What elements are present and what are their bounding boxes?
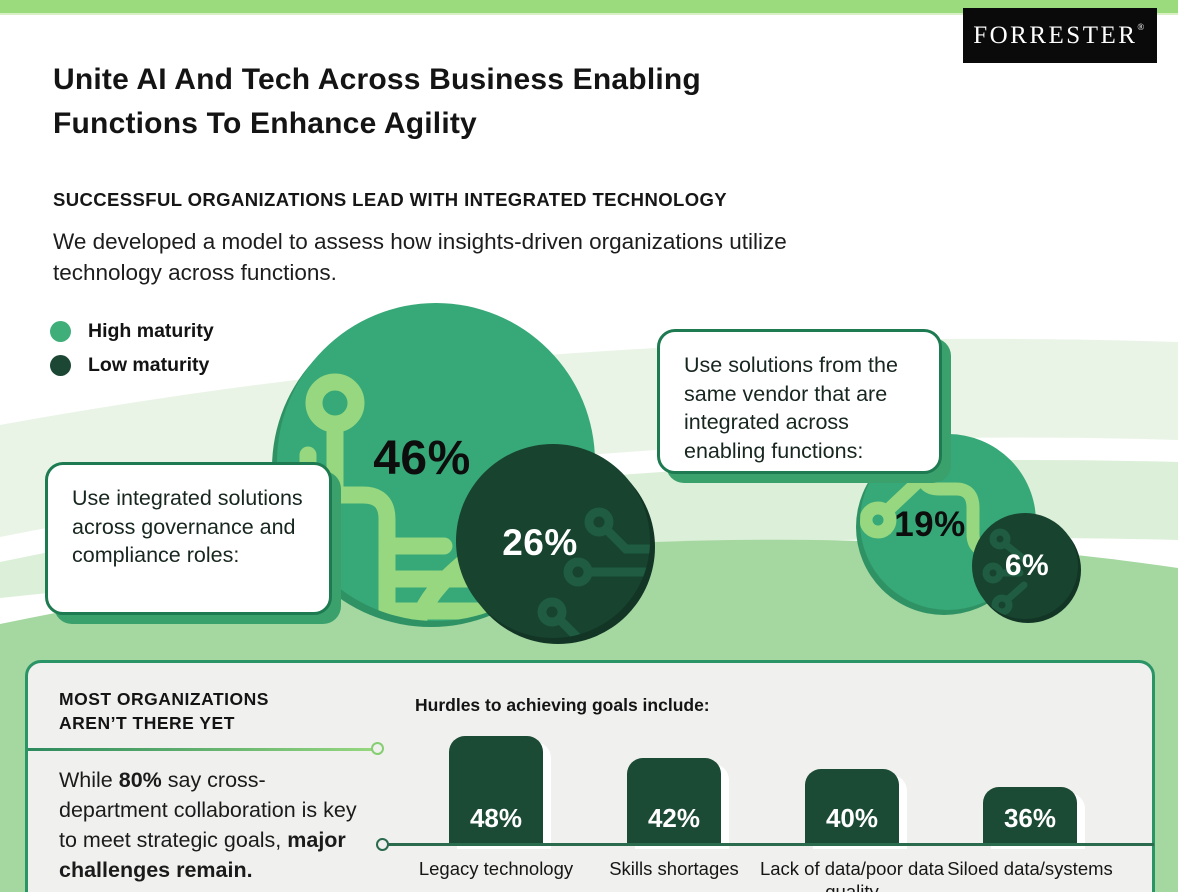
bar-value-label: 36%	[1003, 803, 1057, 833]
page-title-line2: Functions To Enhance Agility	[53, 107, 477, 140]
top-accent-bar	[0, 0, 1178, 15]
bubble-low-maturity-group2: 6%	[972, 513, 1078, 619]
callout-group2-text: Use solutions from the same vendor that …	[684, 353, 898, 463]
bar-lack-of-data: 40%	[805, 769, 899, 843]
bar-siloed-data: 36%	[983, 787, 1077, 843]
high-maturity-dot-icon	[50, 320, 71, 342]
maturity-legend: High maturity Low maturity	[50, 314, 214, 382]
legend-item-low: Low maturity	[50, 348, 214, 382]
intro-text: We developed a model to assess how insig…	[53, 229, 787, 285]
bar-value-label: 40%	[825, 803, 879, 833]
para-bold-1: 80%	[118, 768, 162, 792]
circuit-pattern-icon	[537, 507, 650, 638]
bar-category-label: Siloed data/systems	[947, 858, 1113, 879]
bubble-low-maturity-group1: 26%	[456, 444, 650, 638]
value-high-group1: 46%	[373, 432, 471, 485]
legend-label-high: High maturity	[88, 319, 214, 342]
para-text-1: While	[59, 768, 119, 792]
bar-chart-title: Hurdles to achieving goals include:	[415, 695, 710, 715]
panel-heading: MOST ORGANIZATIONS AREN’T THERE YET	[59, 687, 269, 735]
connector-dot-icon	[371, 742, 384, 755]
para-bold-2: major challenges remain.	[59, 828, 346, 882]
value-low-group1: 26%	[502, 522, 578, 563]
bar-skills-shortages: 42%	[627, 758, 721, 843]
bar-category-label: Lack of data/poor data quality	[759, 858, 945, 892]
low-maturity-dot-icon	[50, 354, 71, 376]
hurdles-panel: MOST ORGANIZATIONS AREN’T THERE YET Whil…	[25, 660, 1155, 892]
legend-label-low: Low maturity	[88, 353, 210, 376]
panel-heading-line2: AREN’T THERE YET	[59, 713, 235, 733]
chart-baseline	[388, 843, 1154, 846]
baseline-dot-icon	[376, 838, 389, 851]
panel-paragraph: While 80% say cross-department collabora…	[59, 765, 369, 885]
page-title-line1: Unite AI And Tech Across Business Enabli…	[53, 63, 701, 96]
value-low-group2: 6%	[1004, 549, 1050, 582]
bar-value-label: 48%	[469, 803, 523, 833]
bar-category-label: Legacy technology	[418, 858, 574, 879]
callout-group2: Use solutions from the same vendor that …	[657, 329, 942, 474]
registered-mark: ®	[1137, 21, 1147, 32]
section-heading: SUCCESSFUL ORGANIZATIONS LEAD WITH INTEG…	[53, 189, 728, 210]
circuit-pattern-icon	[982, 528, 1028, 616]
bar-category-label: Skills shortages	[609, 858, 739, 879]
legend-item-high: High maturity	[50, 314, 214, 348]
bar-value-label: 42%	[647, 803, 701, 833]
value-high-group2: 19%	[894, 505, 966, 544]
callout-group1: Use integrated solutions across governan…	[45, 462, 332, 615]
panel-heading-line1: MOST ORGANIZATIONS	[59, 689, 269, 709]
para-text-2: say cross-department collaboration is ke…	[59, 768, 357, 852]
callout-group1-text: Use integrated solutions across governan…	[72, 486, 303, 568]
forrester-logo: FORRESTER®	[963, 8, 1157, 63]
bar-legacy-technology: 48%	[449, 736, 543, 843]
connector-line	[28, 748, 373, 751]
page-title: Unite AI And Tech Across Business Enabli…	[53, 58, 701, 146]
forrester-logo-text: FORRESTER®	[973, 21, 1147, 49]
